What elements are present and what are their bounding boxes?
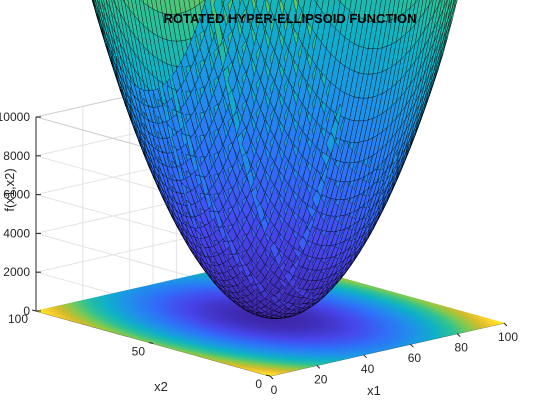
surface-mesh [91,0,458,319]
